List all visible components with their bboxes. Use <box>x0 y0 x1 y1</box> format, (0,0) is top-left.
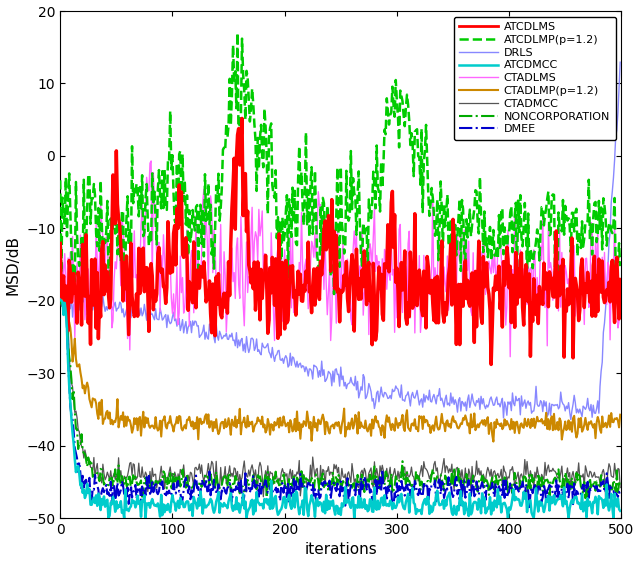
X-axis label: iterations: iterations <box>305 542 377 557</box>
Y-axis label: MSD/dB: MSD/dB <box>6 235 20 294</box>
Legend: ATCDLMS, ATCDLMP(p=1.2), DRLS, ATCDMCC, CTADLMS, CTADLMP(p=1.2), CTADMCC, NONCOR: ATCDLMS, ATCDLMP(p=1.2), DRLS, ATCDMCC, … <box>454 17 616 140</box>
